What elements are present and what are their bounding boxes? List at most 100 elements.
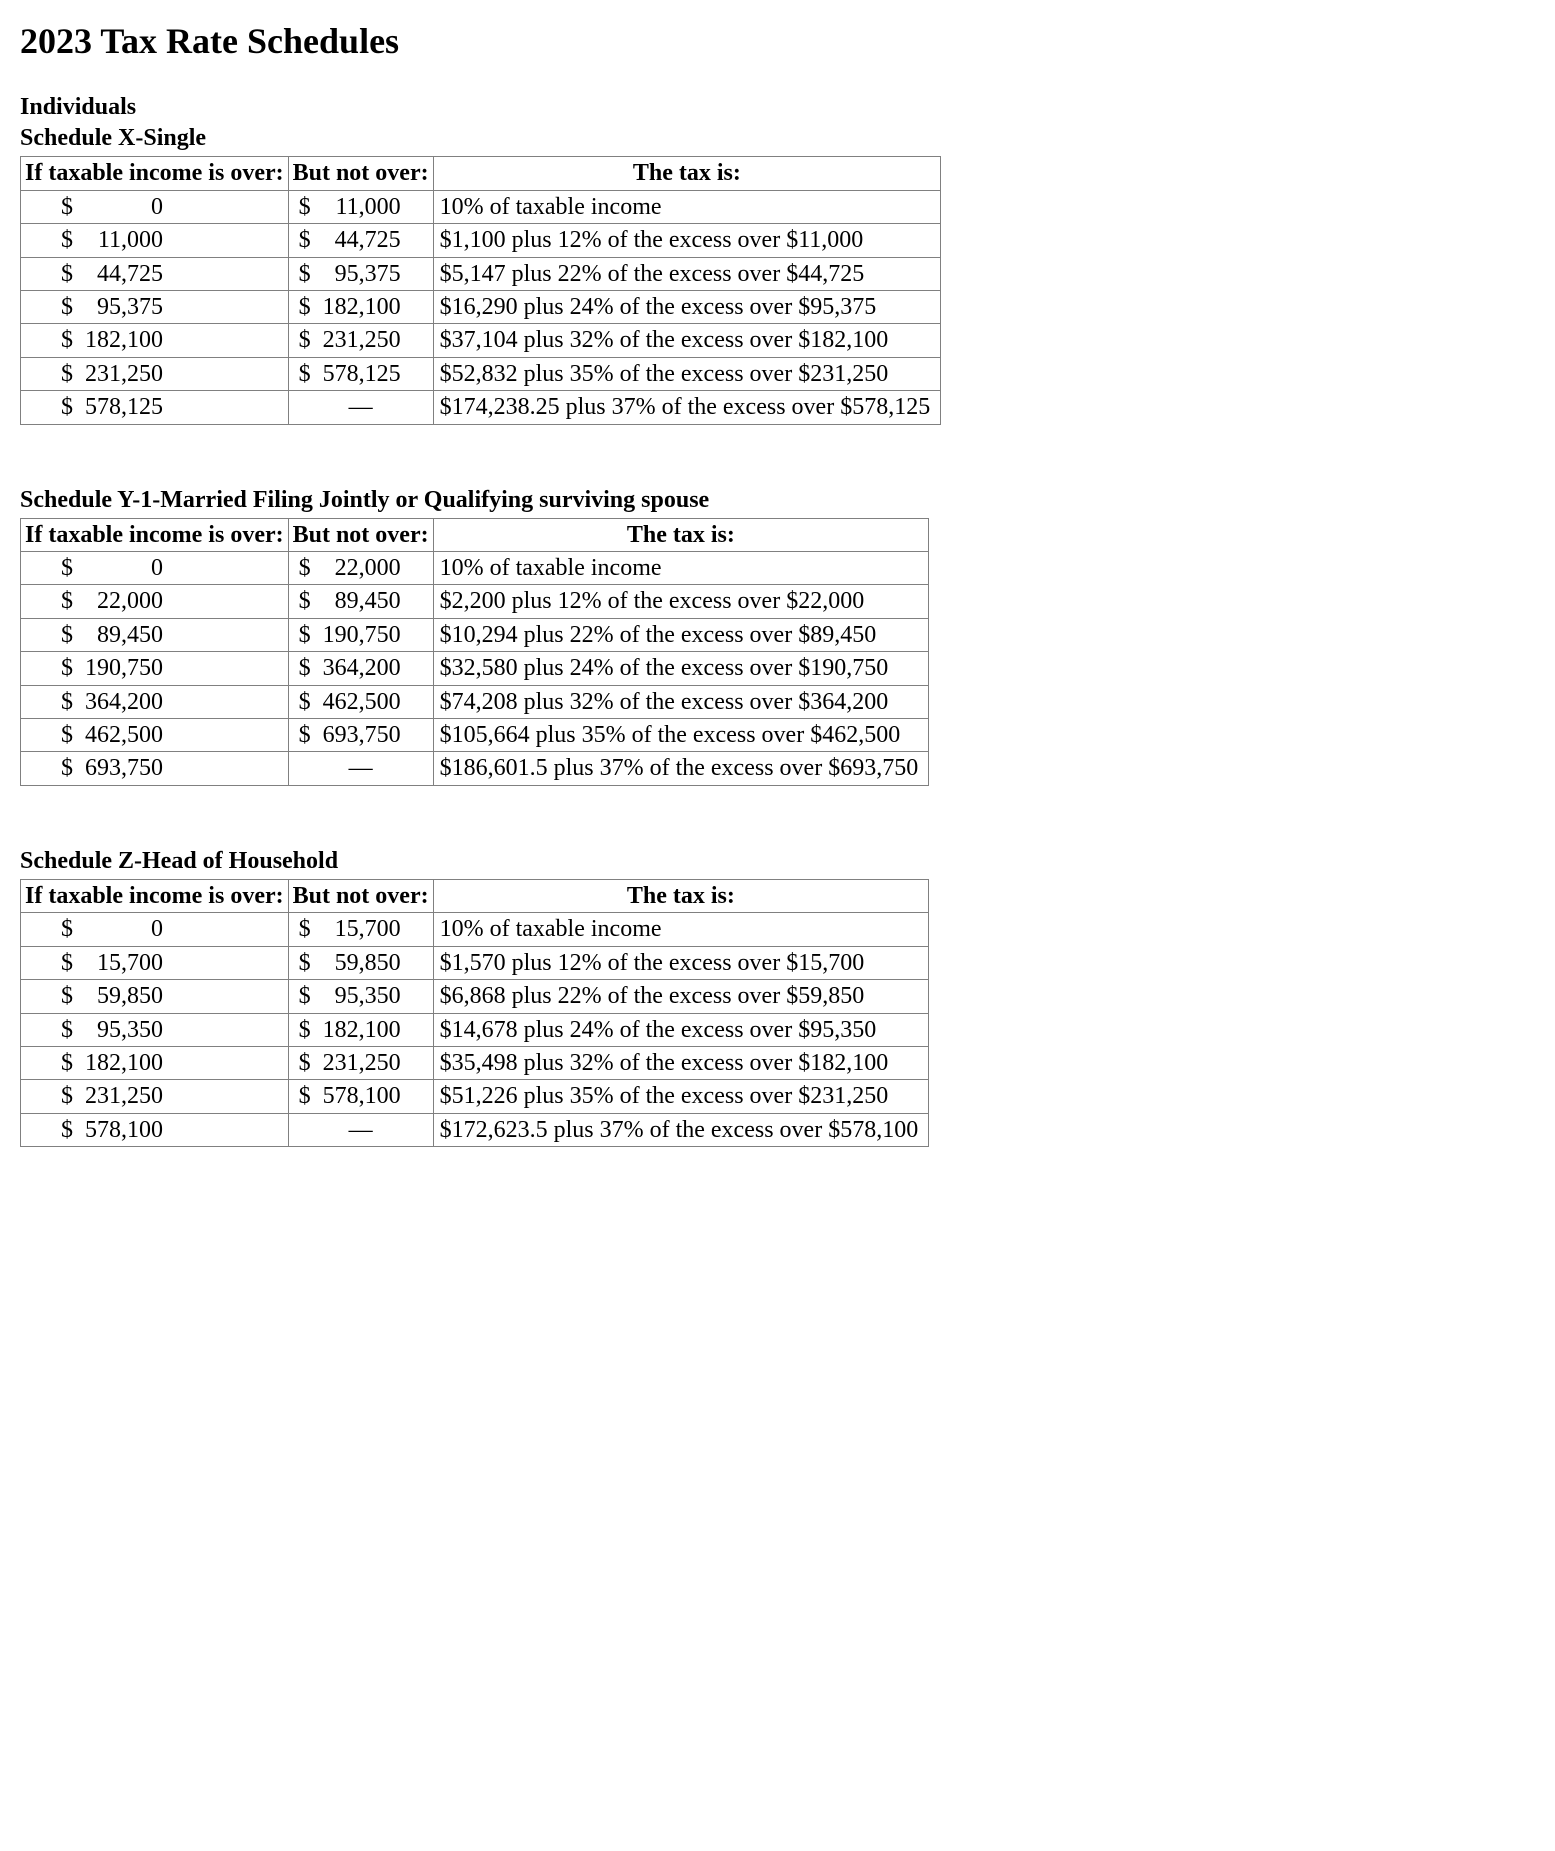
cell-not-over-dash: — [288, 752, 433, 785]
table-row: $ 231,250$ 578,125$52,832 plus 35% of th… [21, 357, 941, 390]
cell-not-over: $ 462,500 [288, 685, 433, 718]
cell-not-over: $ 693,750 [288, 719, 433, 752]
schedule-block: Schedule X-SingleIf taxable income is ov… [20, 123, 1535, 424]
cell-not-over: $ 95,375 [288, 257, 433, 290]
col-header-over: If taxable income is over: [21, 157, 289, 190]
cell-not-over: $ 364,200 [288, 652, 433, 685]
cell-over: $ 462,500 [21, 719, 289, 752]
table-row: $ 182,100$ 231,250$37,104 plus 32% of th… [21, 324, 941, 357]
cell-not-over-dash: — [288, 391, 433, 424]
cell-over: $ 190,750 [21, 652, 289, 685]
cell-tax-is: $186,601.5 plus 37% of the excess over $… [433, 752, 929, 785]
cell-tax-is: 10% of taxable income [433, 913, 929, 946]
cell-not-over: $ 95,350 [288, 980, 433, 1013]
cell-tax-is: 10% of taxable income [433, 190, 941, 223]
table-row: $ 22,000$ 89,450$2,200 plus 12% of the e… [21, 585, 929, 618]
cell-over: $ 22,000 [21, 585, 289, 618]
cell-over: $ 59,850 [21, 980, 289, 1013]
cell-tax-is: $74,208 plus 32% of the excess over $364… [433, 685, 929, 718]
cell-over: $ 44,725 [21, 257, 289, 290]
table-row: $ 44,725$ 95,375$5,147 plus 22% of the e… [21, 257, 941, 290]
table-row: $ 462,500$ 693,750$105,664 plus 35% of t… [21, 719, 929, 752]
cell-over: $ 0 [21, 552, 289, 585]
cell-tax-is: 10% of taxable income [433, 552, 929, 585]
cell-over: $ 578,100 [21, 1113, 289, 1146]
cell-tax-is: $37,104 plus 32% of the excess over $182… [433, 324, 941, 357]
cell-tax-is: $10,294 plus 22% of the excess over $89,… [433, 618, 929, 651]
cell-over: $ 231,250 [21, 357, 289, 390]
cell-not-over: $ 578,100 [288, 1080, 433, 1113]
schedule-title: Schedule Y-1-Married Filing Jointly or Q… [20, 485, 1535, 516]
cell-over: $ 693,750 [21, 752, 289, 785]
cell-over: $ 182,100 [21, 324, 289, 357]
cell-over: $ 89,450 [21, 618, 289, 651]
table-row: $ 190,750$ 364,200$32,580 plus 24% of th… [21, 652, 929, 685]
cell-not-over: $ 11,000 [288, 190, 433, 223]
col-header-over: If taxable income is over: [21, 880, 289, 913]
table-row: $ 231,250$ 578,100$51,226 plus 35% of th… [21, 1080, 929, 1113]
schedule-block: Schedule Z-Head of HouseholdIf taxable i… [20, 846, 1535, 1147]
table-row: $ 59,850$ 95,350$6,868 plus 22% of the e… [21, 980, 929, 1013]
col-header-tax-is: The tax is: [433, 518, 929, 551]
cell-tax-is: $14,678 plus 24% of the excess over $95,… [433, 1013, 929, 1046]
col-header-over: If taxable income is over: [21, 518, 289, 551]
table-row: $ 0$ 22,00010% of taxable income [21, 552, 929, 585]
col-header-tax-is: The tax is: [433, 880, 929, 913]
cell-not-over: $ 231,250 [288, 1046, 433, 1079]
table-row: $ 578,125—$174,238.25 plus 37% of the ex… [21, 391, 941, 424]
cell-over: $ 231,250 [21, 1080, 289, 1113]
cell-tax-is: $35,498 plus 32% of the excess over $182… [433, 1046, 929, 1079]
col-header-tax-is: The tax is: [433, 157, 941, 190]
tax-table: If taxable income is over:But not over:T… [20, 518, 929, 786]
tax-table: If taxable income is over:But not over:T… [20, 879, 929, 1147]
cell-not-over: $ 578,125 [288, 357, 433, 390]
cell-not-over: $ 182,100 [288, 290, 433, 323]
col-header-not-over: But not over: [288, 157, 433, 190]
cell-over: $ 95,350 [21, 1013, 289, 1046]
table-row: $ 0$ 15,70010% of taxable income [21, 913, 929, 946]
cell-not-over: $ 22,000 [288, 552, 433, 585]
cell-over: $ 95,375 [21, 290, 289, 323]
table-row: $ 95,375$ 182,100$16,290 plus 24% of the… [21, 290, 941, 323]
table-row: $ 0$ 11,00010% of taxable income [21, 190, 941, 223]
table-row: $ 182,100$ 231,250$35,498 plus 32% of th… [21, 1046, 929, 1079]
col-header-not-over: But not over: [288, 880, 433, 913]
cell-over: $ 364,200 [21, 685, 289, 718]
cell-tax-is: $16,290 plus 24% of the excess over $95,… [433, 290, 941, 323]
schedule-block: Schedule Y-1-Married Filing Jointly or Q… [20, 485, 1535, 786]
table-row: $ 11,000$ 44,725$1,100 plus 12% of the e… [21, 224, 941, 257]
cell-tax-is: $51,226 plus 35% of the excess over $231… [433, 1080, 929, 1113]
cell-tax-is: $1,100 plus 12% of the excess over $11,0… [433, 224, 941, 257]
cell-not-over: $ 231,250 [288, 324, 433, 357]
table-row: $ 578,100—$172,623.5 plus 37% of the exc… [21, 1113, 929, 1146]
table-row: $ 89,450$ 190,750$10,294 plus 22% of the… [21, 618, 929, 651]
cell-tax-is: $32,580 plus 24% of the excess over $190… [433, 652, 929, 685]
page-title: 2023 Tax Rate Schedules [20, 20, 1535, 62]
cell-tax-is: $1,570 plus 12% of the excess over $15,7… [433, 946, 929, 979]
cell-tax-is: $2,200 plus 12% of the excess over $22,0… [433, 585, 929, 618]
cell-over: $ 0 [21, 190, 289, 223]
table-row: $ 15,700$ 59,850$1,570 plus 12% of the e… [21, 946, 929, 979]
cell-tax-is: $5,147 plus 22% of the excess over $44,7… [433, 257, 941, 290]
cell-over: $ 11,000 [21, 224, 289, 257]
section-heading: Individuals [20, 92, 1535, 123]
col-header-not-over: But not over: [288, 518, 433, 551]
cell-not-over: $ 44,725 [288, 224, 433, 257]
table-row: $ 693,750—$186,601.5 plus 37% of the exc… [21, 752, 929, 785]
cell-not-over: $ 59,850 [288, 946, 433, 979]
tax-table: If taxable income is over:But not over:T… [20, 156, 941, 424]
cell-over: $ 15,700 [21, 946, 289, 979]
cell-tax-is: $52,832 plus 35% of the excess over $231… [433, 357, 941, 390]
cell-tax-is: $6,868 plus 22% of the excess over $59,8… [433, 980, 929, 1013]
cell-not-over: $ 89,450 [288, 585, 433, 618]
cell-not-over: $ 15,700 [288, 913, 433, 946]
cell-tax-is: $105,664 plus 35% of the excess over $46… [433, 719, 929, 752]
table-row: $ 95,350$ 182,100$14,678 plus 24% of the… [21, 1013, 929, 1046]
schedule-title: Schedule X-Single [20, 123, 1535, 154]
cell-over: $ 0 [21, 913, 289, 946]
schedule-title: Schedule Z-Head of Household [20, 846, 1535, 877]
cell-over: $ 578,125 [21, 391, 289, 424]
cell-not-over-dash: — [288, 1113, 433, 1146]
cell-over: $ 182,100 [21, 1046, 289, 1079]
cell-not-over: $ 190,750 [288, 618, 433, 651]
